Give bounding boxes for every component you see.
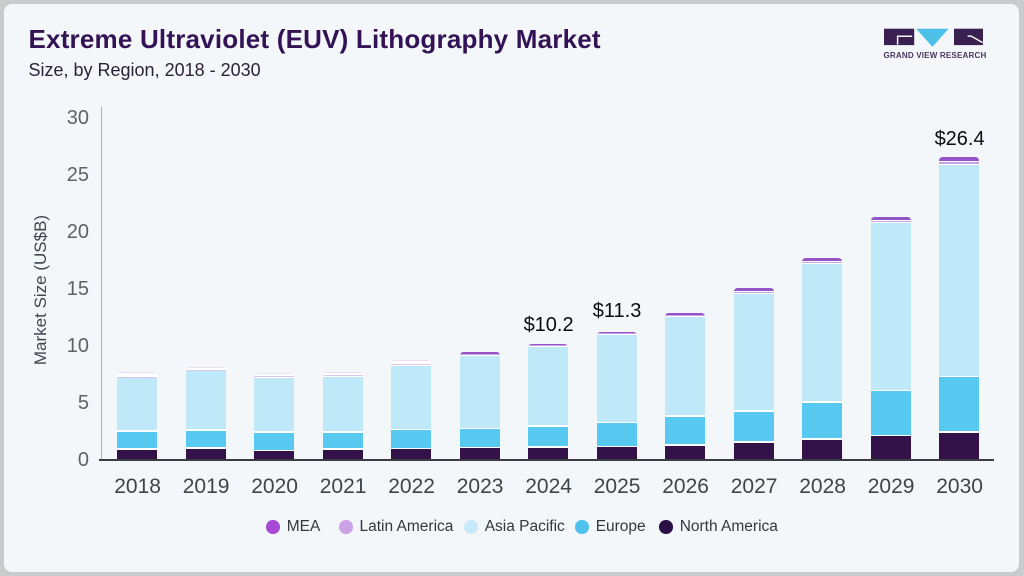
svg-text:GRAND VIEW RESEARCH: GRAND VIEW RESEARCH [884, 50, 987, 59]
